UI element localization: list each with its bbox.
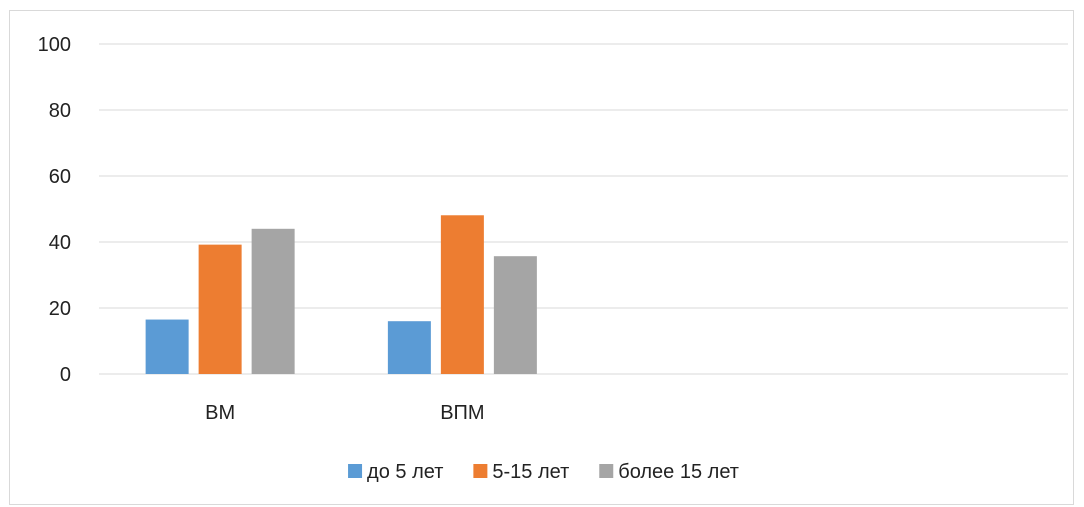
- legend-label-1: 5-15 лет: [492, 461, 569, 483]
- gridlines: [99, 43, 1068, 375]
- category-label: ВПМ: [440, 402, 484, 424]
- legend-swatch-1: [473, 464, 488, 478]
- y-tick-label: 60: [49, 166, 71, 188]
- y-tick-label: 80: [49, 100, 71, 122]
- legend-swatch-2: [599, 464, 614, 478]
- bar-1-1: [440, 215, 484, 374]
- bar-0-0: [145, 319, 189, 374]
- legend-label-0: до 5 лет: [367, 461, 443, 483]
- y-axis-tick-labels: 0 20 40 60 80 100: [38, 34, 71, 386]
- y-tick-label: 40: [49, 232, 71, 254]
- bar-1-0: [387, 321, 431, 374]
- legend: до 5 лет 5-15 лет более 15 лет: [348, 461, 739, 483]
- bars: [145, 215, 537, 374]
- y-tick-label: 20: [49, 298, 71, 320]
- bar-1-2: [493, 256, 537, 374]
- bar-0-2: [251, 228, 295, 374]
- bar-0-1: [198, 244, 242, 374]
- legend-swatch-0: [348, 464, 363, 478]
- legend-label-2: более 15 лет: [618, 461, 739, 483]
- y-tick-label: 0: [60, 364, 71, 386]
- chart-frame: [9, 10, 1074, 505]
- category-label: ВМ: [205, 402, 235, 424]
- y-tick-label: 100: [38, 34, 71, 56]
- x-axis-category-labels: ВМ ВПМ: [205, 402, 484, 424]
